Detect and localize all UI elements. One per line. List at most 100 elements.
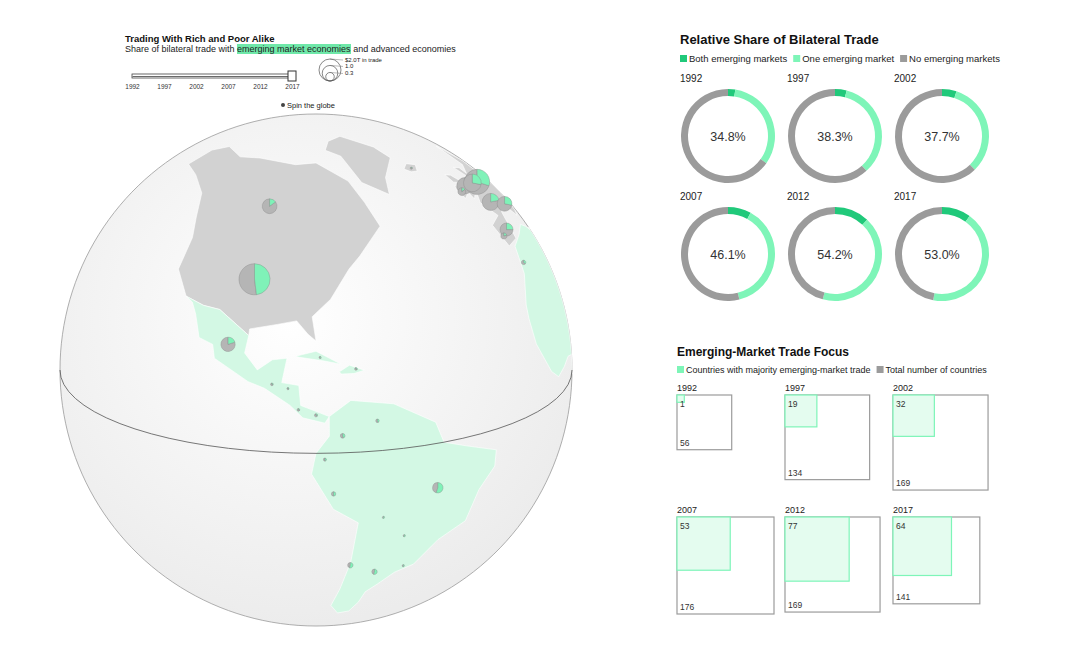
total-square: [785, 395, 870, 480]
country-pie: [501, 233, 507, 239]
country: [325, 136, 390, 194]
data-label: 134: [788, 468, 802, 478]
pie-slice-emerging: [288, 388, 289, 389]
country-pie: [239, 264, 270, 295]
country-pie: [348, 563, 353, 568]
total-square: [785, 517, 880, 612]
pie-slice-emerging: [270, 199, 276, 206]
subtitle-part: and advanced economies: [351, 44, 456, 54]
year-label: 2012: [785, 505, 805, 515]
country: [436, 146, 517, 246]
figure: Trading With Rich and Poor Alike19921997…: [0, 0, 1087, 652]
donut-segment: [734, 90, 775, 164]
country-pie: [382, 516, 384, 518]
year-label: 2017: [893, 505, 913, 515]
pie-slice-emerging: [436, 483, 443, 493]
data-label: 32: [896, 399, 906, 409]
donut-segment: [728, 89, 735, 96]
country-pie: [340, 433, 345, 438]
slider-tick: 1992: [125, 76, 140, 90]
land: [178, 136, 572, 613]
pie-slice-emerging: [504, 233, 507, 236]
legend-swatch: [677, 366, 684, 373]
country-pie: [410, 167, 412, 169]
donut-center-label: 46.1%: [710, 248, 745, 262]
country-pie: [376, 419, 379, 422]
pie-slice-advanced: [314, 414, 317, 417]
data-label: 141: [896, 592, 910, 602]
country-pie: [314, 414, 317, 417]
country-pie: [271, 383, 274, 386]
slider-axis: 199219972002200720122017: [125, 76, 300, 90]
total-square: [677, 395, 732, 450]
size-legend-label: 1.0: [345, 63, 354, 69]
year-label: 1992: [677, 383, 697, 393]
title: Emerging-Market Trade Focus: [677, 345, 849, 359]
country-pie: [323, 458, 326, 461]
pie-slice-emerging: [507, 223, 514, 230]
donut-center-label: 37.7%: [924, 130, 959, 144]
country: [515, 224, 572, 376]
data-label: 176: [680, 602, 694, 612]
tick-label: 1992: [125, 83, 140, 90]
donut: 46.1%: [681, 207, 775, 301]
pie-slice-advanced: [521, 260, 525, 264]
legend-label: One emerging market: [802, 53, 894, 64]
donut-segment: [895, 89, 975, 183]
country-pie: [355, 368, 358, 371]
donut-segment: [728, 207, 751, 219]
size-legend: $2.0T in trade1.00.3: [319, 57, 383, 81]
slider-tick: 2002: [189, 76, 204, 90]
size-legend-circle: [326, 72, 335, 81]
slider-handle[interactable]: [288, 71, 296, 81]
slider-tick: 2012: [253, 76, 268, 90]
donut: 38.3%: [788, 89, 882, 183]
size-legend-label: 0.3: [345, 70, 354, 76]
pie-slice-emerging: [272, 383, 273, 385]
legend-swatch: [900, 55, 907, 62]
country-pie: [403, 535, 405, 537]
size-legend-circle: [319, 59, 341, 81]
tick-label: 2007: [221, 83, 236, 90]
slider-line: [133, 76, 293, 77]
legend: Countries with majority emerging-market …: [677, 365, 987, 375]
majority-square: [893, 395, 934, 436]
majority-square: [785, 395, 817, 427]
title: Relative Share of Bilateral Trade: [680, 32, 879, 47]
data-label: 77: [788, 521, 798, 531]
total-square: [677, 517, 774, 614]
legend-label: No emerging markets: [909, 53, 1000, 64]
pie-slice-emerging: [349, 563, 353, 568]
donut-segment: [835, 207, 867, 225]
globe: [60, 114, 572, 626]
pies: [221, 167, 526, 574]
hand-icon: [281, 103, 285, 107]
donut-center-label: 38.3%: [817, 130, 852, 144]
country-pie: [262, 199, 277, 214]
pie-slice-advanced: [221, 337, 235, 351]
pie-slice-advanced: [355, 368, 358, 371]
pie-slice-emerging: [472, 174, 481, 185]
legend-label: Both emerging markets: [689, 53, 787, 64]
country-pie: [402, 565, 404, 567]
country-pie: [221, 337, 235, 351]
pie-slice-advanced: [458, 188, 466, 196]
slider-tick: 1997: [157, 76, 172, 90]
legend: Both emerging markets One emerging market…: [680, 53, 1000, 64]
leader-line: [330, 65, 343, 66]
year-label: 2007: [680, 191, 703, 202]
tick-label: 2012: [253, 83, 268, 90]
subtitle: Share of bilateral trade with emerging m…: [125, 44, 456, 54]
pie-slice-emerging: [298, 409, 299, 411]
legend-swatch: [793, 55, 800, 62]
pie-slice-advanced: [501, 233, 507, 239]
donut-center-label: 34.8%: [710, 130, 745, 144]
size-legend-circle: [322, 65, 338, 81]
pie-slice-advanced: [287, 388, 289, 390]
data-label: 169: [788, 600, 802, 610]
pie-slice-emerging: [383, 516, 385, 518]
donut: 34.8%: [681, 89, 775, 183]
annotation: Spin the globe: [287, 101, 335, 110]
year-label: 2017: [894, 191, 917, 202]
country-pie: [287, 388, 289, 390]
